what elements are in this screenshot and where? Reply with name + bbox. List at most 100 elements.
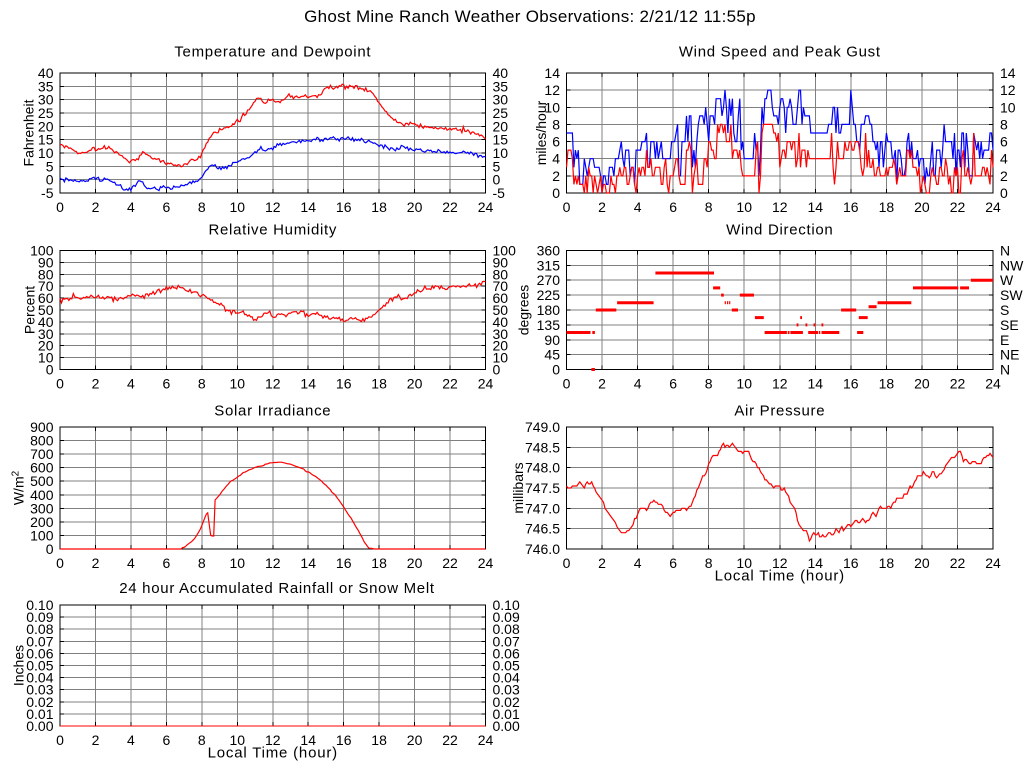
svg-text:18: 18: [879, 375, 895, 391]
svg-text:35: 35: [493, 78, 509, 94]
svg-text:14: 14: [300, 555, 316, 571]
svg-text:50: 50: [493, 302, 509, 318]
svg-text:22: 22: [442, 199, 458, 215]
svg-text:0: 0: [552, 185, 560, 201]
svg-text:8: 8: [198, 375, 206, 391]
svg-text:Fahrenheit: Fahrenheit: [21, 99, 37, 166]
svg-text:2: 2: [552, 168, 560, 184]
svg-text:25: 25: [493, 105, 509, 121]
svg-text:24: 24: [478, 375, 494, 391]
svg-text:14: 14: [300, 375, 316, 391]
svg-text:20: 20: [493, 338, 509, 354]
svg-text:S: S: [1000, 302, 1009, 318]
svg-text:8: 8: [705, 199, 713, 215]
svg-text:30: 30: [493, 326, 509, 342]
svg-text:4: 4: [127, 732, 135, 748]
svg-text:0: 0: [56, 375, 64, 391]
svg-text:6: 6: [669, 375, 677, 391]
svg-text:14: 14: [300, 199, 316, 215]
svg-text:Wind Speed and Peak Gust: Wind Speed and Peak Gust: [679, 44, 881, 61]
svg-text:8: 8: [198, 199, 206, 215]
svg-text:225: 225: [537, 287, 561, 303]
svg-text:12: 12: [265, 732, 281, 748]
svg-text:0.03: 0.03: [26, 682, 53, 698]
svg-text:10: 10: [736, 375, 752, 391]
svg-text:2: 2: [92, 555, 100, 571]
svg-text:8: 8: [552, 116, 560, 132]
svg-text:2: 2: [598, 555, 606, 571]
svg-text:700: 700: [30, 446, 54, 462]
svg-text:20: 20: [407, 732, 423, 748]
svg-text:16: 16: [843, 375, 859, 391]
svg-text:0.00: 0.00: [493, 718, 520, 734]
svg-text:40: 40: [38, 65, 54, 81]
svg-text:0.10: 0.10: [493, 597, 520, 613]
svg-text:20: 20: [38, 338, 54, 354]
svg-text:35: 35: [38, 78, 54, 94]
svg-text:-5: -5: [41, 185, 54, 201]
svg-text:14: 14: [808, 199, 824, 215]
svg-text:748.0: 748.0: [525, 460, 560, 476]
svg-text:degrees: degrees: [516, 285, 532, 336]
svg-text:749.0: 749.0: [525, 419, 560, 435]
svg-text:90: 90: [544, 332, 560, 348]
svg-text:Relative Humidity: Relative Humidity: [208, 222, 337, 239]
svg-text:16: 16: [336, 732, 352, 748]
svg-text:22: 22: [950, 199, 966, 215]
svg-text:600: 600: [30, 460, 54, 476]
svg-text:0.06: 0.06: [493, 645, 520, 661]
svg-text:-5: -5: [493, 185, 506, 201]
svg-text:24: 24: [985, 555, 1001, 571]
svg-text:Temperature and Dewpoint: Temperature and Dewpoint: [174, 44, 371, 61]
svg-text:4: 4: [1000, 151, 1008, 167]
svg-text:Ghost Mine Ranch Weather Obser: Ghost Mine Ranch Weather Observations: 2…: [304, 7, 756, 26]
svg-text:18: 18: [371, 732, 387, 748]
svg-text:Wind Direction: Wind Direction: [726, 222, 833, 239]
svg-text:180: 180: [537, 302, 561, 318]
svg-text:2: 2: [598, 199, 606, 215]
svg-text:20: 20: [407, 375, 423, 391]
svg-text:0: 0: [552, 362, 560, 378]
svg-text:60: 60: [493, 290, 509, 306]
svg-text:16: 16: [336, 375, 352, 391]
svg-text:800: 800: [30, 433, 54, 449]
svg-text:90: 90: [38, 254, 54, 270]
svg-text:0.07: 0.07: [493, 633, 520, 649]
svg-text:Local Time (hour): Local Time (hour): [208, 745, 338, 762]
svg-text:0.01: 0.01: [26, 706, 53, 722]
svg-text:0.07: 0.07: [26, 633, 53, 649]
svg-text:Air Pressure: Air Pressure: [734, 403, 825, 420]
svg-text:8: 8: [198, 555, 206, 571]
svg-text:0.02: 0.02: [26, 694, 53, 710]
svg-text:70: 70: [493, 278, 509, 294]
svg-text:90: 90: [493, 254, 509, 270]
svg-text:20: 20: [407, 199, 423, 215]
svg-text:20: 20: [493, 118, 509, 134]
svg-text:6: 6: [163, 375, 171, 391]
svg-text:40: 40: [493, 314, 509, 330]
svg-text:W/m2: W/m2: [10, 470, 26, 505]
svg-text:18: 18: [879, 199, 895, 215]
svg-text:0.09: 0.09: [26, 609, 53, 625]
svg-text:8: 8: [198, 732, 206, 748]
svg-text:5: 5: [46, 158, 54, 174]
svg-text:25: 25: [38, 105, 54, 121]
svg-text:16: 16: [336, 199, 352, 215]
svg-text:E: E: [1000, 332, 1009, 348]
svg-text:16: 16: [843, 199, 859, 215]
svg-text:747.5: 747.5: [525, 480, 560, 496]
svg-text:50: 50: [38, 302, 54, 318]
svg-text:12: 12: [265, 555, 281, 571]
svg-text:10: 10: [544, 99, 560, 115]
svg-text:12: 12: [1000, 82, 1016, 98]
svg-text:10: 10: [736, 555, 752, 571]
svg-text:18: 18: [371, 375, 387, 391]
svg-text:8: 8: [705, 555, 713, 571]
svg-text:5: 5: [493, 158, 501, 174]
svg-text:18: 18: [371, 199, 387, 215]
svg-text:0.04: 0.04: [26, 670, 53, 686]
svg-text:80: 80: [493, 266, 509, 282]
svg-text:14: 14: [544, 65, 560, 81]
svg-text:0: 0: [493, 362, 501, 378]
svg-text:SW: SW: [1000, 287, 1023, 303]
